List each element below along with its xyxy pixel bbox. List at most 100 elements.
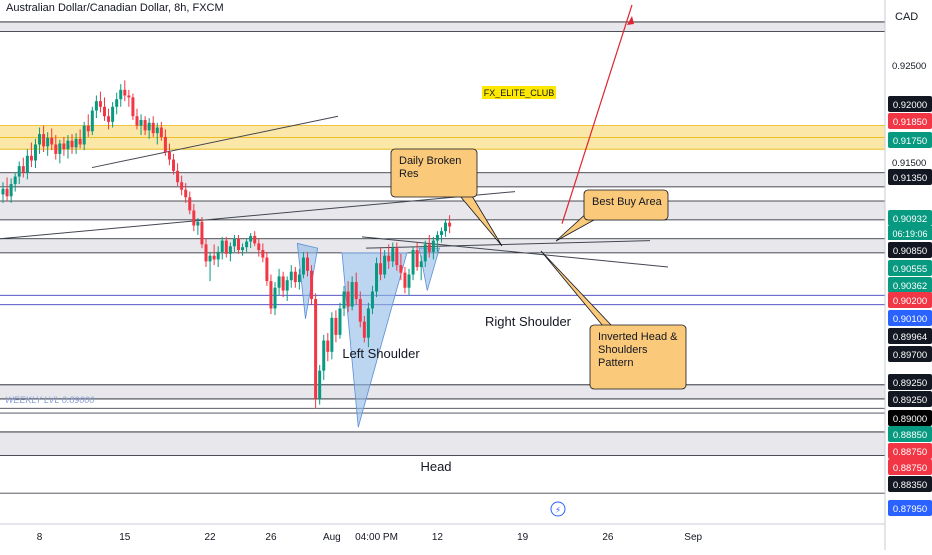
price-label-bg — [888, 443, 932, 459]
price-label-text: 0.91350 — [893, 173, 927, 184]
price-label-bg — [888, 328, 932, 344]
candle-body — [33, 144, 37, 161]
zone-band — [0, 384, 885, 399]
candle-body — [228, 246, 232, 254]
price-label-text: 0.90200 — [893, 296, 927, 307]
candle-body — [338, 308, 342, 335]
candle-body — [444, 222, 448, 232]
candle-body — [54, 144, 58, 154]
candle-body — [9, 184, 13, 197]
candle-body — [431, 240, 435, 252]
candle-body — [265, 257, 269, 282]
candle-body — [188, 197, 192, 211]
price-label-text: 0.91850 — [893, 117, 927, 128]
candle-body — [151, 122, 155, 134]
price-label-text: 0.90100 — [893, 314, 927, 325]
candle-body — [192, 210, 196, 226]
x-tick-label: 8 — [37, 532, 43, 543]
candle-body — [204, 244, 208, 262]
candle-body — [350, 282, 354, 307]
price-scale-tick: 0.92500 — [892, 61, 926, 72]
candle-body — [220, 240, 224, 252]
candle-body — [342, 291, 346, 309]
candle-body — [172, 159, 176, 171]
candle-body — [346, 291, 350, 307]
candle-body — [289, 271, 293, 281]
price-label-bg — [888, 132, 932, 148]
candle-body — [285, 280, 289, 291]
symbol-title: Australian Dollar/Canadian Dollar, 8h, F… — [6, 2, 224, 14]
price-label-text: 0.92000 — [893, 100, 927, 111]
currency-label[interactable]: CAD — [895, 11, 919, 23]
zone-band — [0, 201, 885, 220]
head-label: Head — [420, 459, 451, 474]
candle-body — [107, 116, 111, 122]
projection-arrow-line — [561, 4, 633, 224]
candle-body — [293, 271, 297, 283]
projection-arrow-head — [627, 16, 634, 25]
candle-body — [163, 136, 167, 153]
candle-body — [403, 272, 407, 288]
candle-body — [358, 299, 362, 322]
candle-body — [119, 89, 123, 100]
price-label-text: 0.90932 — [893, 214, 927, 225]
candle-body — [318, 370, 322, 399]
candle-body — [310, 270, 314, 300]
left-shoulder-label: Left Shoulder — [342, 346, 420, 361]
candle-body — [362, 321, 366, 338]
candle-body — [200, 221, 204, 245]
candle-body — [379, 263, 383, 275]
candle-body — [375, 263, 379, 292]
candle-body — [439, 231, 443, 235]
pattern-head — [341, 252, 408, 428]
candle-body — [330, 317, 334, 352]
candle-body — [139, 119, 143, 126]
price-label-text: 0.88750 — [893, 447, 927, 458]
price-label-bg — [888, 391, 932, 407]
candle-body — [399, 265, 403, 273]
candle-body — [232, 238, 236, 247]
candle-body — [180, 182, 184, 190]
candle-body — [78, 138, 82, 145]
x-tick-label: 26 — [265, 532, 277, 543]
candle-body — [301, 257, 305, 275]
x-tick-label: 26 — [602, 532, 614, 543]
candle-body — [415, 250, 419, 267]
candle-body — [306, 257, 309, 271]
candle-body — [448, 222, 452, 227]
candle-body — [241, 247, 245, 251]
candle-body — [370, 291, 374, 309]
time-axis-bg — [0, 525, 885, 550]
price-label-text: 0.88350 — [893, 480, 927, 491]
candle-body — [249, 235, 253, 242]
candle-body — [435, 234, 439, 241]
price-label-text: 0.90555 — [893, 264, 927, 275]
daily-broken-res-callout-text: Res — [399, 168, 419, 180]
candle-body — [314, 299, 318, 399]
candle-body — [236, 238, 240, 251]
candle-body — [21, 166, 25, 173]
candle-body — [74, 138, 78, 148]
price-label-bg — [888, 260, 932, 276]
price-label-text: 0.90850 — [893, 246, 927, 257]
candle-body — [354, 282, 358, 300]
candle-body — [196, 221, 200, 226]
candle-body — [257, 243, 261, 251]
price-label-bg — [888, 410, 932, 426]
price-label-bg — [888, 96, 932, 112]
candle-body — [326, 340, 330, 352]
candle-body — [103, 106, 106, 117]
candle-body — [261, 250, 265, 258]
countdown-bg — [888, 226, 932, 240]
price-label-text: 0.89250 — [893, 395, 927, 406]
candle-body — [273, 287, 277, 309]
candle-body — [427, 244, 431, 252]
price-label-bg — [888, 210, 932, 226]
candle-body — [66, 140, 70, 150]
candle-body — [419, 261, 423, 267]
candle-body — [13, 176, 17, 185]
fx-elite-club-tag — [482, 86, 556, 99]
candle-body — [383, 255, 387, 275]
x-tick-label: 04:00 PM — [355, 532, 398, 543]
